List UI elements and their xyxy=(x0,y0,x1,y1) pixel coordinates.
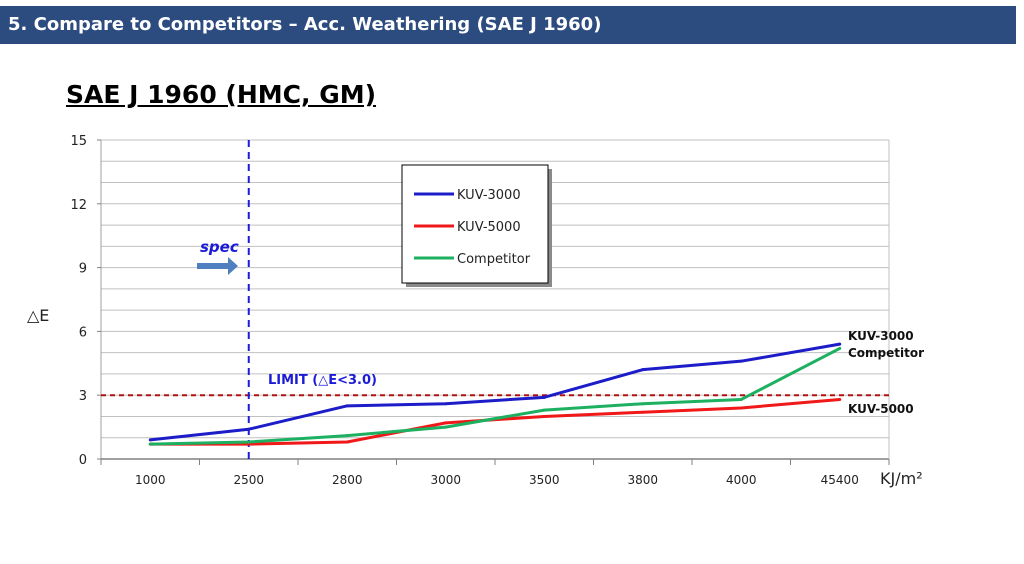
x-tick-label: 45400 xyxy=(821,473,859,487)
x-tick-label: 1000 xyxy=(135,473,166,487)
chart-title: SAE J 1960 (HMC, GM) xyxy=(66,80,377,109)
data-point xyxy=(247,427,251,431)
data-point xyxy=(345,404,349,408)
data-point xyxy=(345,440,349,444)
data-point xyxy=(739,359,743,363)
spec-label: spec xyxy=(200,238,239,256)
data-point xyxy=(641,410,645,414)
y-tick-label: 3 xyxy=(79,389,87,404)
y-tick-label: 12 xyxy=(70,198,87,213)
legend-label: Competitor xyxy=(457,252,531,267)
end-label-top: KUV-3000 xyxy=(848,329,914,343)
data-point xyxy=(542,408,546,412)
data-point xyxy=(641,368,645,372)
x-tick-label: 3000 xyxy=(430,473,461,487)
data-point xyxy=(641,402,645,406)
series-line xyxy=(150,342,841,442)
data-point xyxy=(542,395,546,399)
data-point xyxy=(444,421,448,425)
series-line xyxy=(150,347,841,446)
data-point xyxy=(444,425,448,429)
x-tick-label: 2800 xyxy=(332,473,363,487)
section-header: 5. Compare to Competitors – Acc. Weather… xyxy=(0,6,1016,44)
data-point xyxy=(542,414,546,418)
data-point xyxy=(739,397,743,401)
limit-label: LIMIT (△E<3.0) xyxy=(268,373,377,388)
x-axis-label: KJ/m² xyxy=(880,469,923,488)
data-point xyxy=(444,402,448,406)
legend-label: KUV-5000 xyxy=(457,220,521,235)
legend-label: KUV-3000 xyxy=(457,188,521,203)
y-tick-label: 6 xyxy=(79,325,87,340)
spec-arrow-icon xyxy=(197,257,238,275)
data-point xyxy=(247,440,251,444)
y-tick-label: 9 xyxy=(79,262,87,277)
data-point xyxy=(838,342,842,346)
data-point xyxy=(739,406,743,410)
end-label-mid: Competitor xyxy=(848,346,924,360)
data-point xyxy=(148,442,152,446)
y-tick-label: 0 xyxy=(79,453,87,468)
end-label-bottom: KUV-5000 xyxy=(848,402,914,416)
data-point xyxy=(838,346,842,350)
x-tick-label: 4000 xyxy=(726,473,757,487)
y-axis-label: △E xyxy=(27,306,49,325)
section-header-title: 5. Compare to Competitors – Acc. Weather… xyxy=(8,14,602,35)
data-point xyxy=(148,438,152,442)
legend-box xyxy=(401,164,549,284)
data-point xyxy=(838,397,842,401)
y-tick-label: 15 xyxy=(70,134,87,149)
x-tick-label: 2500 xyxy=(233,473,264,487)
x-tick-label: 3800 xyxy=(627,473,658,487)
x-tick-label: 3500 xyxy=(529,473,560,487)
data-point xyxy=(345,434,349,438)
